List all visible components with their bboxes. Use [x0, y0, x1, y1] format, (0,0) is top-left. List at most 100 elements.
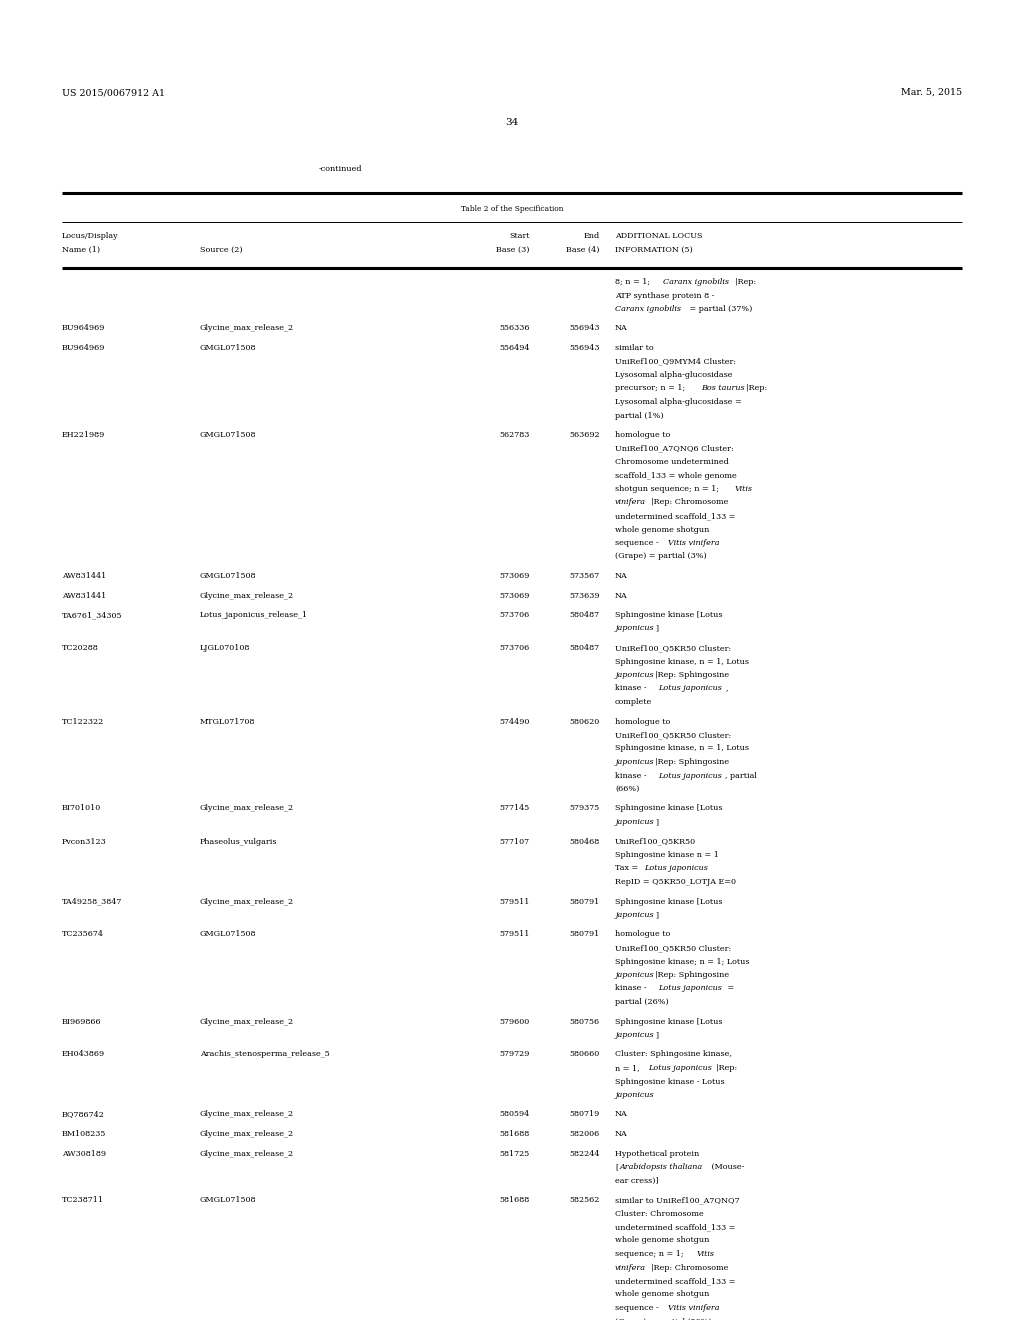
Text: Sphingosine kinase, n = 1, Lotus: Sphingosine kinase, n = 1, Lotus — [615, 657, 749, 665]
Text: ATP synthase protein 8 -: ATP synthase protein 8 - — [615, 292, 715, 300]
Text: TA6761_34305: TA6761_34305 — [62, 611, 123, 619]
Text: undetermined scaffold_133 =: undetermined scaffold_133 = — [615, 1276, 735, 1284]
Text: UniRef100_Q5KR50: UniRef100_Q5KR50 — [615, 837, 696, 846]
Text: NA: NA — [615, 591, 628, 599]
Text: japonicus: japonicus — [615, 1092, 653, 1100]
Text: RepID = Q5KR50_LOTJA E=0: RepID = Q5KR50_LOTJA E=0 — [615, 878, 736, 886]
Text: UniRef100_Q5KR50 Cluster:: UniRef100_Q5KR50 Cluster: — [615, 944, 731, 952]
Text: 580594: 580594 — [500, 1110, 530, 1118]
Text: ]: ] — [655, 818, 658, 826]
Text: precursor; n = 1;: precursor; n = 1; — [615, 384, 688, 392]
Text: Glycine_max_release_2: Glycine_max_release_2 — [200, 1130, 294, 1138]
Text: Base (3): Base (3) — [497, 246, 530, 253]
Text: Source (2): Source (2) — [200, 246, 243, 253]
Text: japonicus: japonicus — [615, 671, 653, 678]
Text: Table 2 of the Specification: Table 2 of the Specification — [461, 205, 563, 213]
Text: vinifera: vinifera — [615, 1263, 646, 1271]
Text: Cluster: Chromosome: Cluster: Chromosome — [615, 1209, 703, 1217]
Text: undetermined scaffold_133 =: undetermined scaffold_133 = — [615, 512, 735, 520]
Text: UniRef100_A7QNQ6 Cluster:: UniRef100_A7QNQ6 Cluster: — [615, 445, 734, 453]
Text: Phaseolus_vulgaris: Phaseolus_vulgaris — [200, 837, 278, 846]
Text: Sphingosine kinase [Lotus: Sphingosine kinase [Lotus — [615, 1018, 723, 1026]
Text: 562783: 562783 — [500, 432, 530, 440]
Text: Sphingosine kinase [Lotus: Sphingosine kinase [Lotus — [615, 898, 723, 906]
Text: Chromosome undetermined: Chromosome undetermined — [615, 458, 729, 466]
Text: UniRef100_Q9MYM4 Cluster:: UniRef100_Q9MYM4 Cluster: — [615, 358, 736, 366]
Text: whole genome shotgun: whole genome shotgun — [615, 1291, 710, 1299]
Text: complete: complete — [615, 698, 652, 706]
Text: scaffold_133 = whole genome: scaffold_133 = whole genome — [615, 471, 736, 479]
Text: GMGL071508: GMGL071508 — [200, 572, 256, 579]
Text: partial (1%): partial (1%) — [615, 412, 664, 420]
Text: 573639: 573639 — [569, 591, 600, 599]
Text: |Rep:: |Rep: — [716, 1064, 737, 1072]
Text: Glycine_max_release_2: Glycine_max_release_2 — [200, 325, 294, 333]
Text: Locus/Display: Locus/Display — [62, 232, 119, 240]
Text: 580719: 580719 — [569, 1110, 600, 1118]
Text: 556494: 556494 — [500, 345, 530, 352]
Text: 581688: 581688 — [500, 1196, 530, 1204]
Text: Sphingosine kinase; n = 1; Lotus: Sphingosine kinase; n = 1; Lotus — [615, 957, 750, 965]
Text: 577107: 577107 — [500, 837, 530, 846]
Text: 8; n = 1;: 8; n = 1; — [615, 279, 652, 286]
Text: Glycine_max_release_2: Glycine_max_release_2 — [200, 1018, 294, 1026]
Text: BM108235: BM108235 — [62, 1130, 106, 1138]
Text: |Rep: Sphingosine: |Rep: Sphingosine — [655, 671, 729, 678]
Text: 580660: 580660 — [569, 1051, 600, 1059]
Text: , partial: , partial — [725, 771, 758, 780]
Text: End: End — [584, 232, 600, 240]
Text: TC238711: TC238711 — [62, 1196, 104, 1204]
Text: TC20288: TC20288 — [62, 644, 98, 652]
Text: |Rep:: |Rep: — [734, 279, 756, 286]
Text: Glycine_max_release_2: Glycine_max_release_2 — [200, 898, 294, 906]
Text: (Grape) = partial (3%): (Grape) = partial (3%) — [615, 553, 707, 561]
Text: 556943: 556943 — [569, 325, 600, 333]
Text: 581688: 581688 — [500, 1130, 530, 1138]
Text: BI701010: BI701010 — [62, 804, 101, 813]
Text: 573567: 573567 — [569, 572, 600, 579]
Text: ]: ] — [655, 1031, 658, 1039]
Text: Sphingosine kinase - Lotus: Sphingosine kinase - Lotus — [615, 1077, 725, 1085]
Text: Sphingosine kinase [Lotus: Sphingosine kinase [Lotus — [615, 804, 723, 813]
Text: EH221989: EH221989 — [62, 432, 105, 440]
Text: undetermined scaffold_133 =: undetermined scaffold_133 = — [615, 1224, 735, 1232]
Text: 574490: 574490 — [500, 718, 530, 726]
Text: NA: NA — [615, 572, 628, 579]
Text: |Rep:: |Rep: — [746, 384, 767, 392]
Text: japonicus: japonicus — [615, 972, 653, 979]
Text: shotgun sequence; n = 1;: shotgun sequence; n = 1; — [615, 484, 722, 492]
Text: Lotus_japonicus_release_1: Lotus_japonicus_release_1 — [200, 611, 308, 619]
Text: Glycine_max_release_2: Glycine_max_release_2 — [200, 1110, 294, 1118]
Text: ]: ] — [655, 911, 658, 919]
Text: UniRef100_Q5KR50 Cluster:: UniRef100_Q5KR50 Cluster: — [615, 731, 731, 739]
Text: Vitis vinifera: Vitis vinifera — [668, 1304, 719, 1312]
Text: TC235674: TC235674 — [62, 931, 104, 939]
Text: ear cress)]: ear cress)] — [615, 1176, 658, 1184]
Text: [: [ — [615, 1163, 618, 1171]
Text: Lotus japonicus: Lotus japonicus — [644, 865, 708, 873]
Text: homologue to: homologue to — [615, 432, 671, 440]
Text: EH043869: EH043869 — [62, 1051, 105, 1059]
Text: NA: NA — [615, 1110, 628, 1118]
Text: 579729: 579729 — [500, 1051, 530, 1059]
Text: Cluster: Sphingosine kinase,: Cluster: Sphingosine kinase, — [615, 1051, 732, 1059]
Text: 579375: 579375 — [569, 804, 600, 813]
Text: INFORMATION (5): INFORMATION (5) — [615, 246, 693, 253]
Text: BU964969: BU964969 — [62, 345, 105, 352]
Text: 573706: 573706 — [500, 611, 530, 619]
Text: 556943: 556943 — [569, 345, 600, 352]
Text: 580620: 580620 — [569, 718, 600, 726]
Text: (Mouse-: (Mouse- — [710, 1163, 744, 1171]
Text: 580468: 580468 — [569, 837, 600, 846]
Text: partial (26%): partial (26%) — [615, 998, 669, 1006]
Text: Glycine_max_release_2: Glycine_max_release_2 — [200, 1150, 294, 1158]
Text: whole genome shotgun: whole genome shotgun — [615, 1237, 710, 1245]
Text: TA49258_3847: TA49258_3847 — [62, 898, 123, 906]
Text: 573069: 573069 — [500, 572, 530, 579]
Text: Bos taurus: Bos taurus — [701, 384, 745, 392]
Text: |Rep: Sphingosine: |Rep: Sphingosine — [655, 972, 729, 979]
Text: sequence; n = 1;: sequence; n = 1; — [615, 1250, 686, 1258]
Text: AW831441: AW831441 — [62, 572, 106, 579]
Text: (66%): (66%) — [615, 785, 639, 793]
Text: 582244: 582244 — [569, 1150, 600, 1158]
